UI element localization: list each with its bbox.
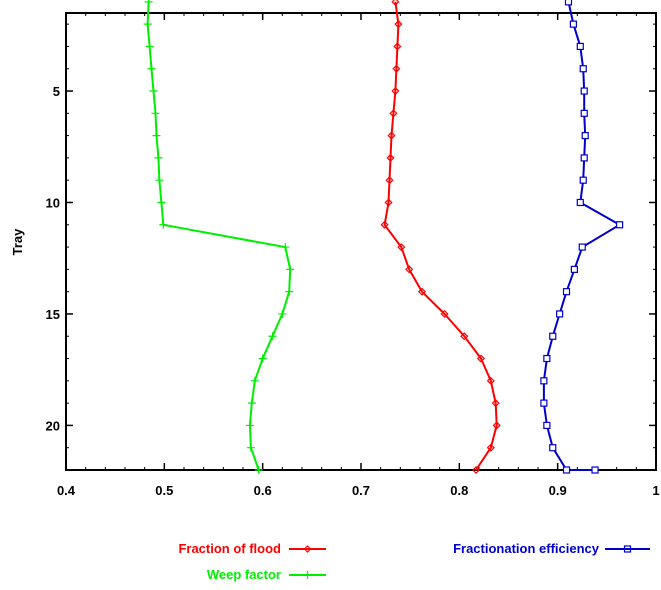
data-point <box>564 0 573 6</box>
series-fraction-of-flood <box>380 0 501 475</box>
data-point <box>562 288 571 296</box>
data-point <box>562 466 571 474</box>
data-point <box>157 198 166 207</box>
legend-item-fraction-of-flood: Fraction of flood <box>178 541 326 556</box>
legend-marker-square-icon <box>623 545 632 553</box>
legend-item-fractionation-efficiency: Fractionation efficiency <box>453 541 650 556</box>
data-point <box>591 466 599 474</box>
y-tick-label: 5 <box>53 84 60 99</box>
data-point <box>580 87 588 95</box>
data-point <box>460 332 469 341</box>
x-tick-label: 0.9 <box>549 483 567 498</box>
y-axis-title: Tray <box>10 228 25 256</box>
series-fractionation-efficiency <box>540 0 624 474</box>
data-point <box>145 42 154 51</box>
data-point <box>549 444 557 452</box>
data-point <box>152 131 161 140</box>
data-point <box>380 220 389 229</box>
x-axis-ticks: 0.4 0.5 0.6 0.7 0.8 0.9 1 <box>57 13 660 498</box>
data-point <box>155 176 164 185</box>
data-point <box>278 309 287 318</box>
legend-label-fraction-of-flood: Fraction of flood <box>178 541 281 556</box>
data-point <box>397 243 406 252</box>
data-point <box>440 309 449 318</box>
legend-marker-plus-icon <box>303 571 312 579</box>
y-tick-label: 10 <box>46 195 60 210</box>
data-point <box>286 265 295 274</box>
data-point <box>576 42 584 51</box>
data-point <box>254 466 263 474</box>
data-point <box>386 153 395 162</box>
x-tick-label: 0.8 <box>450 483 468 498</box>
data-point <box>543 354 551 363</box>
data-point <box>384 198 393 207</box>
data-point <box>159 220 168 229</box>
data-point <box>491 399 500 408</box>
data-point <box>570 265 578 273</box>
data-point <box>576 198 584 207</box>
series-layer <box>143 0 624 475</box>
data-point <box>143 20 152 29</box>
data-point <box>540 377 548 385</box>
data-point <box>486 443 495 452</box>
x-tick-label: 0.6 <box>254 483 272 498</box>
legend-label-weep-factor: Weep factor <box>207 567 281 582</box>
data-point <box>258 354 267 363</box>
data-point <box>154 153 163 162</box>
data-point <box>392 64 401 73</box>
data-point <box>486 376 495 385</box>
data-point <box>151 109 160 118</box>
series-weep-factor <box>143 0 295 474</box>
data-point <box>250 376 259 385</box>
y-tick-label: 15 <box>46 307 60 322</box>
legend-item-weep-factor: Weep factor <box>207 567 326 582</box>
data-point <box>476 354 486 363</box>
data-point <box>393 42 402 51</box>
data-point <box>394 20 403 29</box>
series-line-weep-factor <box>146 1 292 471</box>
legend-marker-diamond-icon <box>303 545 312 553</box>
x-tick-label: 1 <box>652 483 659 498</box>
data-point <box>569 20 578 28</box>
data-point <box>405 265 414 274</box>
data-point <box>581 132 589 140</box>
data-point <box>391 0 400 6</box>
data-point <box>391 86 400 96</box>
data-point <box>285 287 294 296</box>
data-point <box>247 399 256 408</box>
x-tick-label: 0.4 <box>57 483 76 498</box>
data-point <box>149 87 158 96</box>
data-point <box>540 399 548 407</box>
x-tick-label: 0.5 <box>155 483 173 498</box>
data-point <box>281 243 290 252</box>
data-point <box>492 421 501 430</box>
plot-frame <box>65 12 657 471</box>
data-point <box>147 64 156 73</box>
series-line-fraction-of-flood <box>383 1 498 471</box>
x-tick-label: 0.7 <box>352 483 370 498</box>
data-point <box>579 176 587 184</box>
data-point <box>543 421 551 430</box>
data-point <box>387 131 396 140</box>
legend-label-fractionation-efficiency: Fractionation efficiency <box>453 541 600 556</box>
data-point <box>580 154 588 162</box>
data-point <box>246 443 255 452</box>
data-point <box>616 221 624 229</box>
legend: Fraction of flood Weep factor Fractionat… <box>178 541 650 582</box>
data-point <box>417 287 427 296</box>
data-point <box>580 109 588 117</box>
data-point <box>245 421 254 430</box>
y-tick-label: 20 <box>46 418 60 433</box>
data-point <box>472 465 481 475</box>
data-point <box>144 0 153 6</box>
data-point <box>268 332 277 341</box>
data-point <box>556 310 564 318</box>
data-point <box>389 109 398 118</box>
y-axis-ticks: 5 10 15 20 <box>46 23 656 471</box>
data-point <box>385 176 394 185</box>
data-point <box>578 243 586 251</box>
data-point <box>549 332 557 340</box>
data-point <box>579 65 587 73</box>
